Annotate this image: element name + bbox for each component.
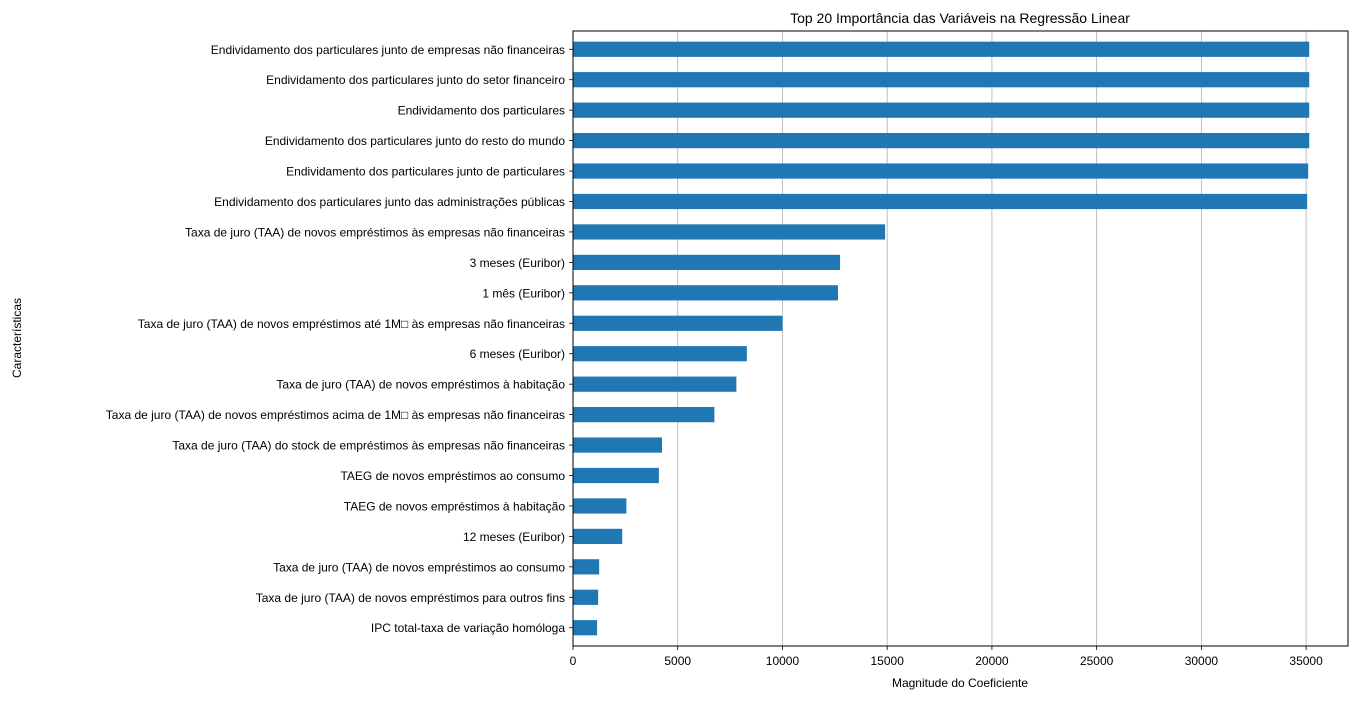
y-tick-label: 1 mês (Euribor) <box>482 286 565 300</box>
x-tick-label: 0 <box>570 654 577 668</box>
bar <box>573 498 627 514</box>
y-tick-label: TAEG de novos empréstimos à habitação <box>344 499 566 513</box>
x-tick-label: 25000 <box>1080 654 1114 668</box>
y-tick-label: 3 meses (Euribor) <box>470 256 565 270</box>
bar <box>573 315 783 331</box>
bar <box>573 346 747 362</box>
x-tick-label: 5000 <box>664 654 691 668</box>
bar <box>573 559 600 575</box>
y-tick-label: Endividamento dos particulares junto de … <box>211 43 565 57</box>
bar <box>573 193 1308 210</box>
y-tick-label: Taxa de juro (TAA) de novos empréstimos … <box>138 317 565 331</box>
x-axis-label: Magnitude do Coeficiente <box>892 676 1028 690</box>
bar <box>573 376 737 392</box>
x-tick-label: 20000 <box>975 654 1009 668</box>
bar <box>573 254 841 270</box>
y-axis: Endividamento dos particulares junto de … <box>106 43 573 635</box>
y-tick-label: Taxa de juro (TAA) de novos empréstimos … <box>256 591 565 605</box>
chart-title: Top 20 Importância das Variáveis na Regr… <box>790 10 1130 26</box>
y-tick-label: Taxa de juro (TAA) de novos empréstimos … <box>273 560 565 574</box>
y-tick-label: 6 meses (Euribor) <box>470 347 565 361</box>
x-tick-label: 10000 <box>766 654 800 668</box>
x-axis: 0 5000 10000 15000 20000 25000 30000 35000 <box>570 646 1323 668</box>
bar <box>573 163 1309 179</box>
y-tick-label: Endividamento dos particulares junto de … <box>286 165 565 179</box>
x-tick-label: 35000 <box>1289 654 1323 668</box>
y-tick-label: Endividamento dos particulares junto das… <box>214 195 565 209</box>
bar <box>573 41 1310 57</box>
y-tick-label: Endividamento dos particulares <box>398 104 565 118</box>
bar <box>573 437 663 453</box>
bar <box>573 528 623 545</box>
y-tick-label: Endividamento dos particulares junto do … <box>266 73 565 87</box>
bar <box>573 467 659 484</box>
gridlines <box>677 31 1307 646</box>
y-tick-label: Taxa de juro (TAA) do stock de empréstim… <box>172 439 565 453</box>
bar <box>573 407 715 423</box>
x-tick-label: 30000 <box>1185 654 1219 668</box>
bars <box>573 41 1310 636</box>
bar <box>573 620 598 636</box>
bar <box>573 285 838 301</box>
bar <box>573 589 599 605</box>
y-tick-label: Taxa de juro (TAA) de novos empréstimos … <box>106 408 565 422</box>
bar <box>573 224 886 240</box>
x-tick-label: 15000 <box>871 654 905 668</box>
bar <box>573 72 1310 88</box>
y-tick-label: Taxa de juro (TAA) de novos empréstimos … <box>276 378 565 392</box>
y-tick-label: 12 meses (Euribor) <box>463 530 565 544</box>
y-tick-label: TAEG de novos empréstimos ao consumo <box>340 469 565 483</box>
bar <box>573 102 1310 118</box>
bar <box>573 132 1310 149</box>
y-tick-label: Endividamento dos particulares junto do … <box>265 134 566 148</box>
y-tick-label: Taxa de juro (TAA) de novos empréstimos … <box>185 225 565 239</box>
y-axis-label: Características <box>10 298 24 378</box>
y-tick-label: IPC total-taxa de variação homóloga <box>371 621 565 635</box>
plot-frame <box>572 30 1349 647</box>
